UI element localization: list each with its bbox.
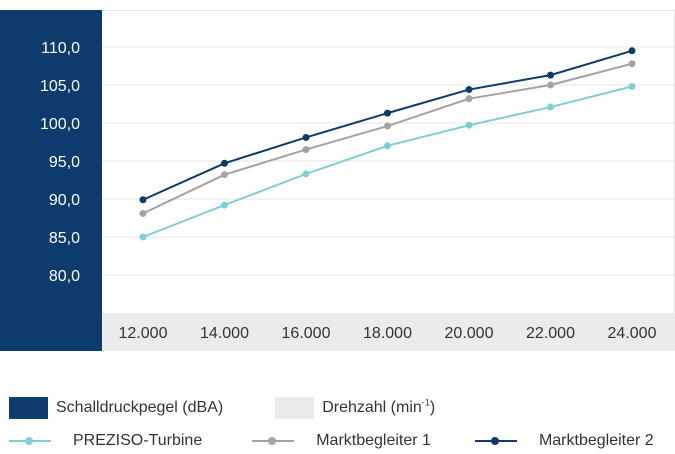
legend-item-series-3: Marktbegleiter 2 — [474, 432, 654, 450]
data-point — [221, 201, 228, 209]
data-point — [465, 121, 473, 129]
chart-panel — [0, 10, 675, 351]
series-lines — [139, 47, 636, 241]
x-tick-labels: 12.000 14.000 16.000 18.000 20.000 22.000 24.0… — [119, 325, 657, 342]
data-point — [221, 159, 228, 167]
x-tick-label: 24.000 — [608, 325, 657, 342]
x-axis-swatch — [275, 397, 315, 419]
data-point — [384, 142, 391, 150]
data-point — [547, 71, 554, 79]
y-tick-label: 100,0 — [40, 116, 80, 133]
legend-line-key — [9, 435, 51, 447]
data-point — [628, 83, 636, 91]
legend-label-y-axis: Schalldruckpegel (dBA) — [56, 399, 224, 416]
y-tick-label: 95,0 — [49, 154, 80, 171]
legend-label: PREZISO-Turbine — [73, 432, 203, 449]
axis-legend: Schalldruckpegel (dBA) Drehzahl (min-1) — [9, 397, 435, 419]
x-tick-label: 16.000 — [282, 325, 331, 342]
data-point — [221, 171, 228, 179]
y-axis-swatch — [9, 397, 48, 419]
data-point — [628, 60, 636, 68]
legend-label: Marktbegleiter 2 — [538, 432, 654, 449]
data-point — [547, 103, 554, 111]
data-point — [384, 109, 391, 117]
y-tick-label: 80,0 — [49, 268, 80, 285]
series-legend: PREZISO-Turbine Marktbegleiter 1 Marktbegl… — [9, 432, 654, 450]
x-tick-label: 14.000 — [200, 325, 249, 342]
data-point — [465, 86, 473, 94]
y-tick-label: 85,0 — [49, 230, 80, 247]
legend-label-x-axis: Drehzahl (min-1) — [322, 397, 436, 416]
legend-line-key — [474, 435, 517, 447]
y-tick-label: 110,0 — [41, 40, 80, 57]
x-tick-label: 20.000 — [445, 325, 494, 342]
data-point — [139, 233, 147, 241]
legend-label: Marktbegleiter 1 — [316, 432, 431, 449]
legend-item-x-axis: Drehzahl (min-1) — [275, 397, 435, 419]
data-point — [139, 196, 147, 204]
legend-line-key — [252, 435, 295, 447]
legend-item-series-1: PREZISO-Turbine — [9, 432, 202, 450]
data-point — [547, 81, 554, 89]
data-point — [628, 47, 636, 55]
data-point — [302, 170, 310, 178]
legend-item-y-axis: Schalldruckpegel (dBA) — [9, 397, 223, 419]
x-tick-label: 22.000 — [526, 325, 575, 342]
x-axis-band — [102, 313, 675, 351]
y-tick-labels: 80,0 85,0 90,0 95,0 100,0 105,0 110,0 — [40, 40, 80, 285]
data-point — [465, 95, 473, 103]
line-chart: 80,0 85,0 90,0 95,0 100,0 105,0 110,0 12.000 14… — [0, 10, 675, 351]
data-point — [302, 146, 310, 154]
x-tick-label: 12.000 — [119, 325, 168, 342]
y-tick-label: 90,0 — [49, 192, 80, 209]
data-point — [384, 122, 391, 130]
legend-item-series-2: Marktbegleiter 1 — [252, 432, 431, 450]
data-point — [139, 209, 147, 217]
y-axis-band — [0, 10, 102, 351]
data-point — [302, 133, 310, 141]
x-tick-label: 18.000 — [363, 325, 412, 342]
y-tick-label: 105,0 — [40, 78, 80, 95]
